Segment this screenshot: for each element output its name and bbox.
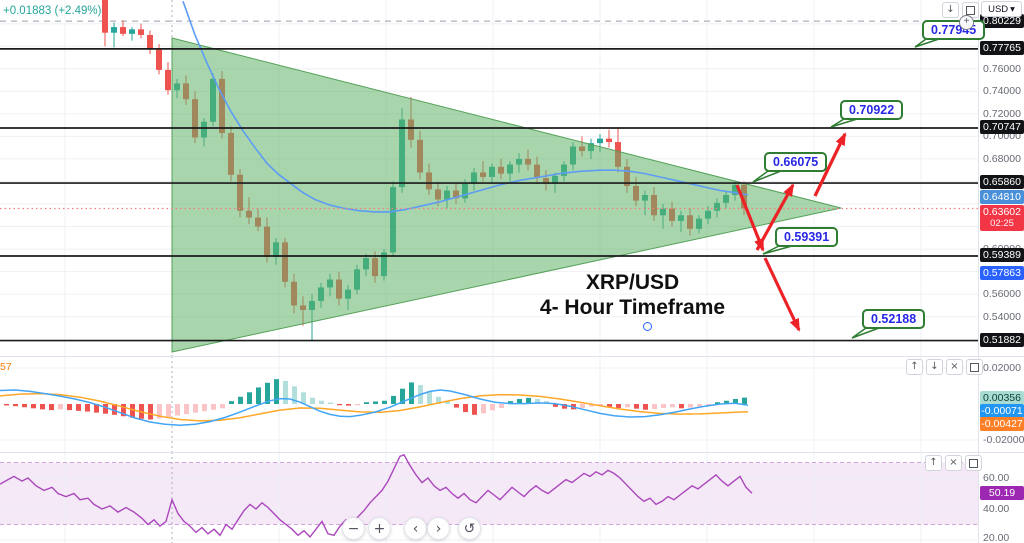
maximize-pane-button[interactable] [966,359,983,375]
zoom-in-button[interactable]: + [368,517,391,540]
move-pane-up-button[interactable]: ↑ [925,455,942,471]
macd-gridlines [0,356,978,452]
axis-price-badge: 0.64810 [980,190,1024,204]
axis-price-badge: 0.80229 [980,14,1024,28]
price-target-callout[interactable]: 0.66075 [764,152,828,172]
pane-separator[interactable] [0,452,1024,453]
axis-tick-label: 0.76000 [983,63,1021,75]
zoom-out-button[interactable]: − [342,517,365,540]
axis-price-badge: 0.70747 [980,120,1024,134]
macd-pane[interactable] [0,356,978,452]
trend-arrow[interactable] [735,184,765,252]
maximize-icon [970,362,979,372]
price-target-callout[interactable]: 0.77945 [922,20,986,40]
macd-value-fragment: 57 [0,361,12,373]
scroll-right-button[interactable]: › [427,517,450,540]
trend-arrow[interactable] [755,183,795,251]
axis-price-badge: 0.00356 [980,391,1024,405]
trend-arrow[interactable] [813,132,847,197]
rsi-line [0,453,753,538]
axis-tick-label: 0.74000 [983,85,1021,97]
moving-average-line [182,0,749,213]
price-change: +0.01883 [3,5,52,17]
macd-histogram [4,379,747,420]
trend-arrow[interactable] [763,257,801,332]
callout-tail [762,245,793,255]
price-target-callout[interactable]: 0.70922 [840,100,904,120]
axis-tick-label: 0.54000 [983,311,1021,323]
axis-price-badge: 0.57863 [980,266,1024,280]
arrow-down-button[interactable]: ↓ [942,2,959,18]
axis-tick-label: 40.00 [983,503,1010,515]
axis-price-badge: -0.00071 [980,404,1024,418]
rsi-band [0,462,978,525]
maximize-button[interactable] [962,2,979,18]
annotation-symbol: XRP/USD [585,271,680,294]
rsi-pane-toolbar: ↑ × [925,455,982,471]
countdown-timer: 02:25 [990,218,1014,229]
callout-tail [851,327,880,339]
axis-price-badge: 0.65860 [980,175,1024,189]
axis-tick-label: -0.02000 [983,434,1024,446]
price-change-percent: (+2.49%) [54,5,102,17]
axis-price-badge: 50.19 [980,486,1024,500]
arrow-down-icon: ↓ [946,4,955,15]
macd-pane-toolbar: ↑ ↓ × [906,359,983,375]
axis-tick-label: 0.72000 [983,108,1021,120]
axis-price-badge: 0.77765 [980,41,1024,55]
arrow-up-icon: ↑ [910,361,919,372]
macd-line [0,389,749,426]
axis-tick-label: 0.02000 [983,362,1021,374]
currency-label: USD [988,3,1009,15]
close-pane-button[interactable]: × [946,359,963,375]
callout-tail [752,170,782,183]
chart-top-toolbar: ↓ [942,2,979,18]
maximize-icon [969,458,978,468]
arrow-down-icon: ↓ [930,361,939,372]
price-target-callout[interactable]: 0.52188 [862,309,926,329]
chart-text-annotation[interactable]: XRP/USD 4- Hour Timeframe [505,270,760,320]
ticker-change-readout: +0.01883 (+2.49%) [3,5,101,17]
axis-price-badge: 0.51882 [980,333,1024,347]
axis-tick-label: 0.68000 [983,153,1021,165]
minus-icon: − [347,520,360,537]
close-pane-button[interactable]: × [945,455,962,471]
maximize-icon [966,5,975,15]
annotation-timeframe: 4- Hour Timeframe [539,296,726,319]
rsi-pane[interactable] [0,452,978,543]
macd-signal-line [0,392,749,422]
annotation-anchor-dot[interactable] [643,322,652,331]
arrow-up-icon: ↑ [929,457,938,468]
chevron-down-icon: ▾ [1010,3,1015,15]
close-icon: × [949,457,958,468]
currency-dropdown[interactable]: USD ▾ [981,1,1022,17]
price-pane[interactable] [0,0,978,356]
plus-icon: + [373,520,386,537]
price-target-callout[interactable]: 0.59391 [775,227,839,247]
add-alert-plus-icon[interactable]: + [959,15,974,30]
close-icon: × [950,361,959,372]
axis-tick-label: 20.00 [983,532,1010,543]
price-axis[interactable]: 0.760000.740000.720000.700000.680000.620… [978,0,1024,543]
axis-tick-label: 0.56000 [983,288,1021,300]
triangle-pattern[interactable] [171,37,842,353]
chevron-right-icon: › [435,520,442,537]
axis-price-badge: 0.59389 [980,248,1024,262]
axis-tick-label: 60.00 [983,472,1010,484]
chevron-left-icon: ‹ [412,520,419,537]
reset-chart-button[interactable]: ↺ [458,517,481,540]
scroll-left-button[interactable]: ‹ [404,517,427,540]
move-pane-up-button[interactable]: ↑ [906,359,923,375]
axis-price-badge: 0.63602 02:25 [980,205,1024,231]
maximize-pane-button[interactable] [965,455,982,471]
callout-tail [830,118,858,128]
pane-separator[interactable] [0,356,1024,357]
reset-icon: ↺ [463,520,476,537]
move-pane-down-button[interactable]: ↓ [926,359,943,375]
axis-price-badge: -0.00427 [980,417,1024,431]
